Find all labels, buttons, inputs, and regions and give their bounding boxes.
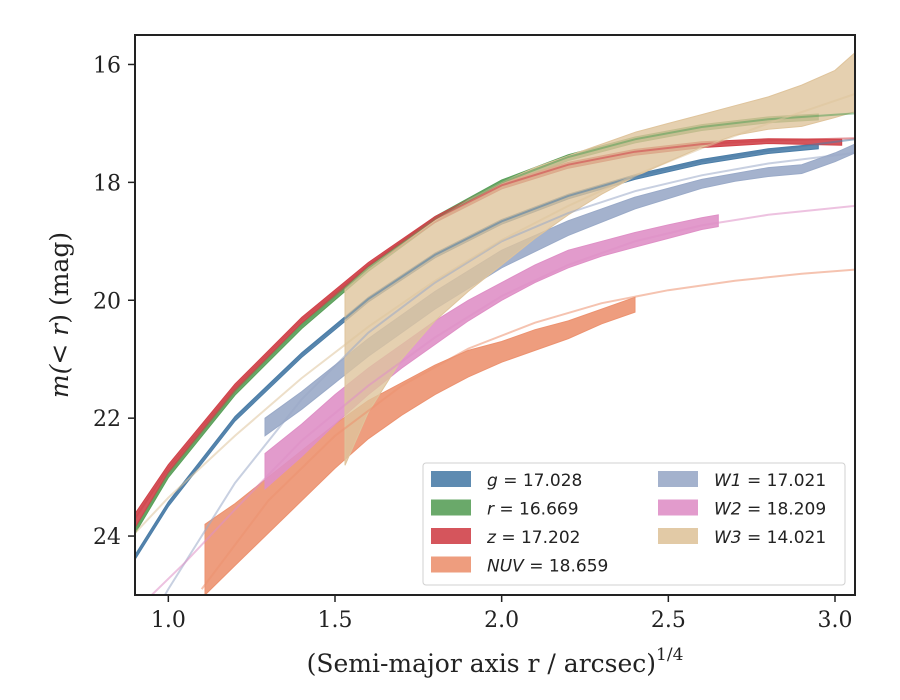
models-layer <box>135 92 855 595</box>
legend-label-value: = 17.028 <box>498 471 583 491</box>
legend-label-var: W2 <box>714 500 742 520</box>
legend-swatch-z <box>431 528 471 544</box>
model-curve-w3 <box>135 92 855 534</box>
legend-label-value: = 16.669 <box>494 500 579 520</box>
legend-swatch-nuv <box>431 556 471 573</box>
y-axis-label-suffix: ) (mag) <box>45 232 74 324</box>
x-tick-label: 1.5 <box>318 608 353 633</box>
legend-label-var: g <box>487 471 498 491</box>
legend-label-value: = 18.659 <box>524 557 609 577</box>
data-band-z <box>135 138 843 529</box>
legend-label-z: z = 17.202 <box>486 528 580 548</box>
y-axis-label-math: < r <box>45 322 74 365</box>
legend-label-value: = 17.021 <box>742 471 827 491</box>
plot-frame <box>134 34 856 596</box>
y-axis-label: m(< r) (mag) <box>45 232 74 398</box>
legend-label-w1: W1 = 17.021 <box>714 471 826 491</box>
legend-label-r: r = 16.669 <box>487 500 579 520</box>
x-axis-label: (Semi-major axis r / arcsec)1/4 <box>307 645 684 678</box>
x-tick-label: 2.5 <box>651 608 686 633</box>
y-tick-label: 18 <box>93 171 121 196</box>
legend-swatch-w1 <box>658 471 698 487</box>
legend-label-value: = 17.202 <box>496 528 581 548</box>
y-tick-label: 22 <box>93 407 121 432</box>
y-tick-label: 16 <box>93 53 121 78</box>
legend-swatch-r <box>431 499 471 516</box>
y-tick-label: 24 <box>93 525 121 550</box>
x-tick-label: 1.0 <box>151 608 186 633</box>
model-curve-w1 <box>163 151 855 595</box>
legend-label-nuv: NUV = 18.659 <box>487 557 608 577</box>
x-tick-label: 3.0 <box>818 608 853 633</box>
legend-swatch-g <box>431 471 471 487</box>
model-curve-r <box>135 112 855 531</box>
legend-label-g: g = 17.028 <box>487 471 582 491</box>
x-axis-label-text: (Semi-major axis r / arcsec) <box>307 649 656 678</box>
y-tick-label: 20 <box>93 289 121 314</box>
legend-box <box>422 462 846 586</box>
legend-swatch-w3 <box>658 528 698 544</box>
legend-label-w3: W3 = 14.021 <box>714 528 826 548</box>
legend-swatch-w2 <box>658 499 698 516</box>
legend-label-w2: W2 = 18.209 <box>714 500 826 520</box>
y-axis-label-prefix: m( <box>45 363 74 398</box>
model-curve-g <box>135 138 855 558</box>
model-curve-nuv <box>200 268 855 590</box>
legend-label-var: z <box>486 528 497 548</box>
data-band-w3 <box>344 52 855 466</box>
x-tick-label: 2.0 <box>484 608 519 633</box>
ticks-layer: 1.0 1.5 2.0 2.5 3.0 16 18 20 22 24 <box>93 53 853 633</box>
legend-label-var: W1 <box>714 471 742 491</box>
legend-label-var: r <box>487 500 495 520</box>
model-curve-w2 <box>151 204 855 595</box>
legend-label-var: W3 <box>714 528 742 548</box>
x-axis-label-exponent: 1/4 <box>656 645 683 665</box>
legend-label-var: NUV <box>487 557 525 577</box>
legend-label-value: = 14.021 <box>742 528 827 548</box>
legend-label-value: = 18.209 <box>742 500 827 520</box>
